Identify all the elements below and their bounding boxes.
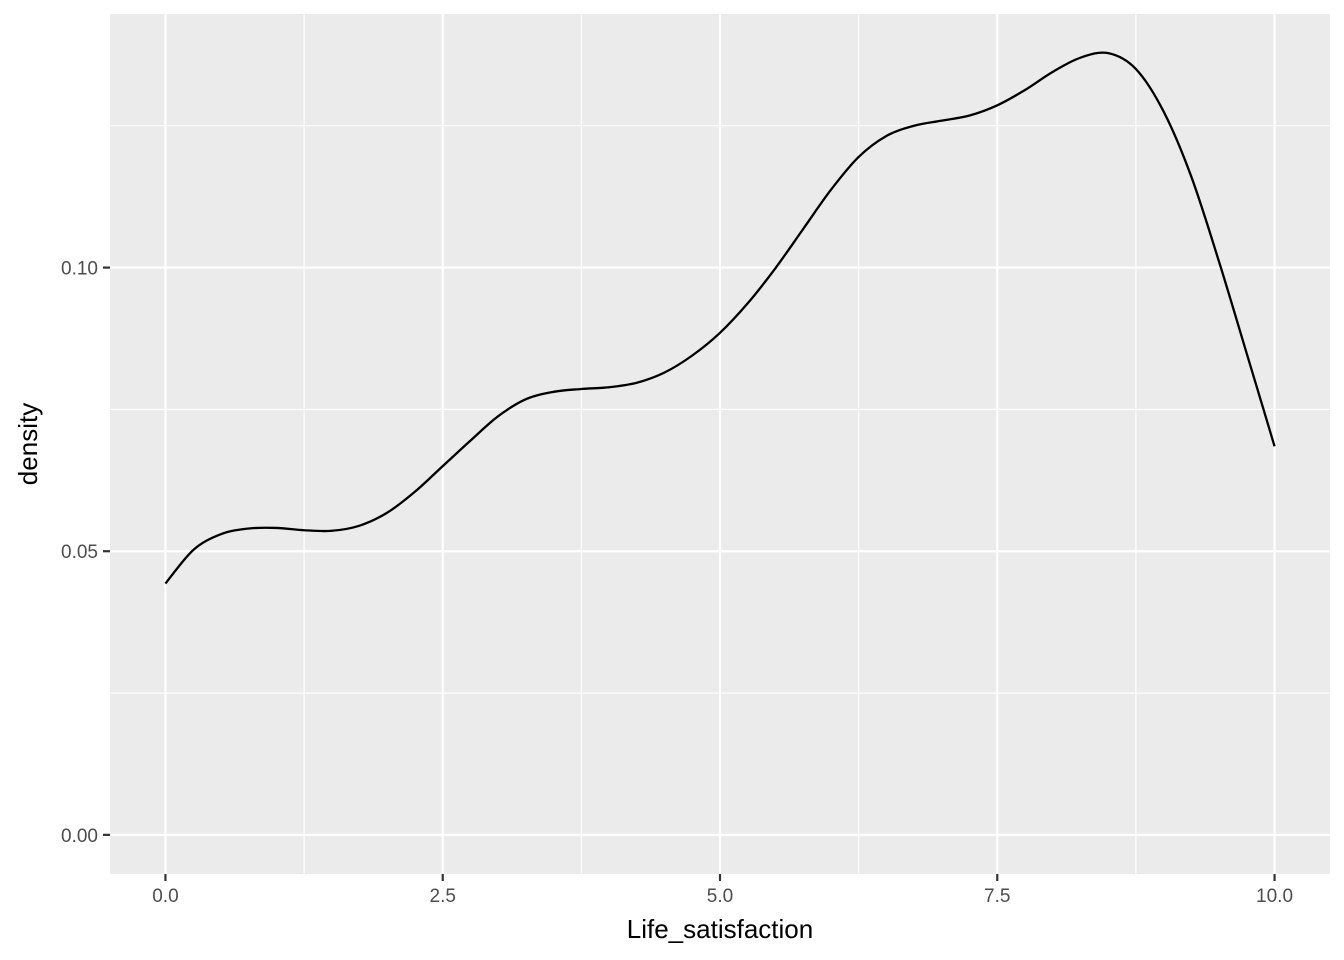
y-axis: 0.00 0.05 0.10 xyxy=(61,259,110,847)
grid-major xyxy=(110,14,1330,874)
x-axis-title: Life_satisfaction xyxy=(627,914,813,944)
x-tick-label: 5.0 xyxy=(707,886,733,907)
x-tick-label: 7.5 xyxy=(984,886,1010,907)
x-tick-label: 0.0 xyxy=(152,886,178,907)
x-tick-label: 2.5 xyxy=(430,886,456,907)
x-tick-label: 10.0 xyxy=(1256,886,1293,907)
y-tick-label: 0.00 xyxy=(61,826,98,847)
y-tick-label: 0.05 xyxy=(61,542,98,563)
y-tick-label: 0.10 xyxy=(61,259,98,280)
y-axis-title: density xyxy=(13,403,43,485)
density-line xyxy=(164,51,1276,585)
x-axis: 0.0 2.5 5.0 7.5 10.0 xyxy=(152,874,1293,907)
